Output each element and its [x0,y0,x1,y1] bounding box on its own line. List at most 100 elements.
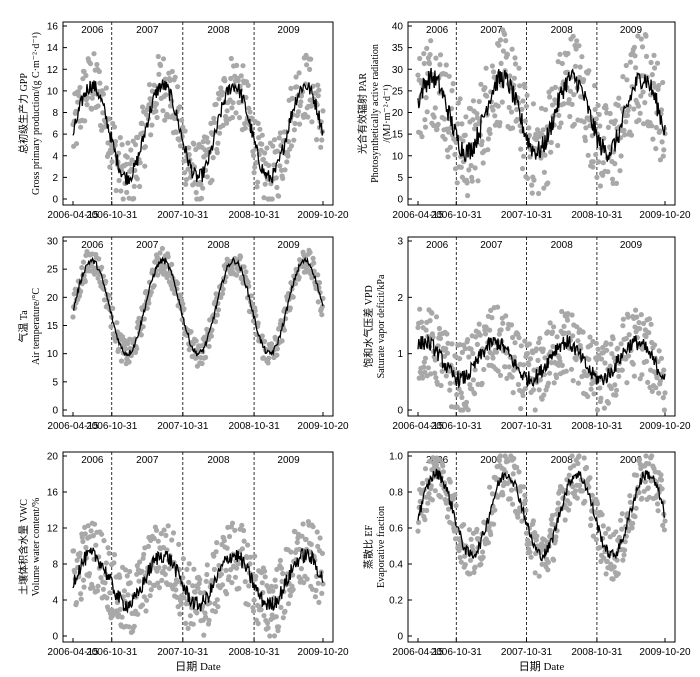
y-axis-label-line: 光合有效辐射 PAR [356,73,369,154]
data-point [183,620,189,627]
data-point [623,62,629,69]
data-point [149,122,155,128]
data-point [607,363,613,369]
x-tick-label: 2007-10-31 [501,210,553,221]
data-point [420,375,426,381]
data-point [440,463,446,469]
data-point [541,185,547,191]
data-point [537,335,543,341]
data-point [259,141,265,147]
data-point [270,588,276,594]
data-point [639,495,645,501]
data-point [455,543,461,549]
data-point [470,350,476,357]
data-point [468,536,474,542]
data-point [457,96,463,102]
data-point [214,150,220,156]
data-point [438,382,444,389]
data-point [107,590,113,596]
data-point [656,390,662,396]
data-point [219,291,226,297]
data-point [162,76,168,82]
data-point [77,550,83,556]
data-point [255,320,261,326]
data-point [575,460,581,467]
data-point [175,579,181,585]
data-point [247,561,253,567]
data-point [590,164,596,170]
data-point [540,127,546,133]
data-point [80,259,87,265]
data-point [469,178,475,184]
data-point [261,195,267,201]
data-point [477,119,483,125]
data-point [452,151,458,158]
data-point [273,584,279,590]
data-point [508,487,515,493]
data-point [198,195,205,201]
data-point [549,329,556,335]
data-point [626,353,632,359]
data-point [659,486,665,492]
data-point [419,134,425,140]
plot-frame [62,21,334,206]
data-point [482,85,488,91]
data-point [319,303,325,310]
data-point [252,553,258,559]
data-point [74,557,80,563]
data-point [316,599,322,606]
data-point [587,334,593,340]
data-point [203,614,209,620]
data-point [556,124,563,130]
data-point [620,557,626,563]
data-point [211,119,217,125]
data-point [525,537,531,543]
year-label: 2008 [207,455,230,466]
data-point [661,407,668,413]
data-point [303,536,309,543]
data-point [279,338,285,344]
data-point [144,112,150,118]
data-point [415,324,421,331]
y-tick-label: 30 [47,237,59,248]
data-point [458,390,464,396]
data-point [221,538,227,544]
data-point [624,380,630,386]
data-point [98,575,104,581]
data-point [262,181,268,187]
data-point [495,304,501,310]
data-point [285,153,291,159]
data-point [541,392,547,398]
data-point [90,584,96,591]
data-point [131,183,137,189]
data-point [605,124,612,130]
data-point [456,548,462,554]
data-point [415,72,421,78]
data-point [214,312,220,318]
data-point [95,275,101,281]
data-point [156,71,162,77]
data-point [555,500,561,506]
data-point [530,101,537,107]
data-point [571,463,577,469]
data-point [305,114,311,120]
data-point [581,77,587,83]
data-point [510,390,516,396]
data-point [632,514,638,520]
x-tick-label: 2006-04-15 [392,647,444,658]
data-point [537,377,543,383]
data-point [505,326,511,332]
data-point [272,577,278,583]
data-point [183,181,189,187]
data-point [198,343,205,349]
data-point [100,586,106,592]
data-point [80,577,87,583]
data-point [224,256,230,262]
data-point [472,391,478,397]
data-point [504,480,511,487]
data-point [449,341,455,347]
data-point [317,535,323,541]
data-point [447,387,453,393]
data-point [620,74,626,80]
